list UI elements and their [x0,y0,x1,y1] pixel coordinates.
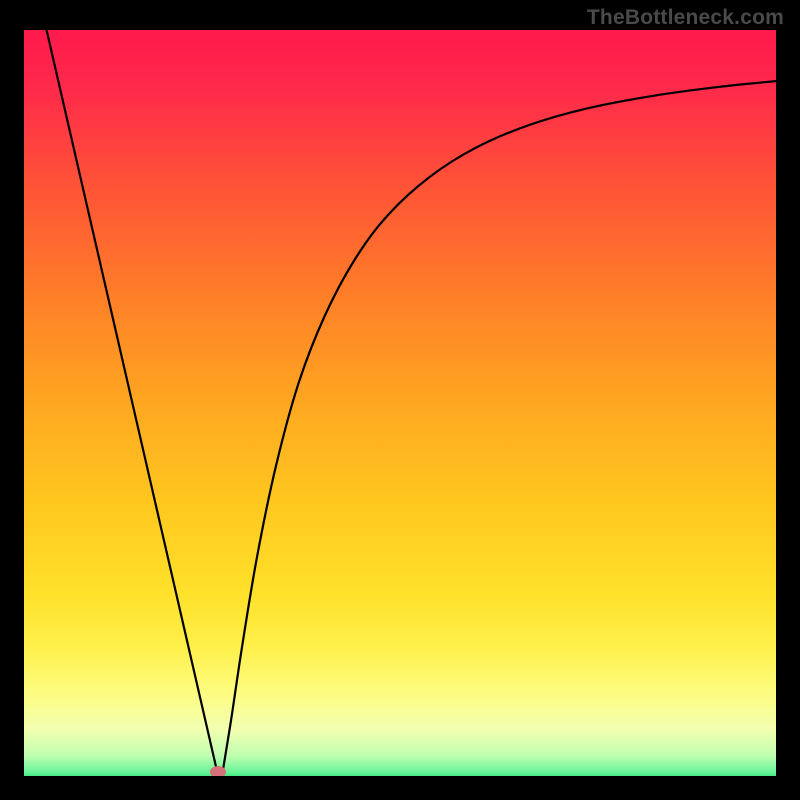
minimum-marker [210,766,226,776]
curve-layer [24,30,776,776]
plot-area [24,30,776,776]
attribution-label: TheBottleneck.com [587,6,784,30]
curve-right-branch [221,81,776,776]
curve-left-branch [47,30,220,776]
chart-frame: TheBottleneck.com [0,0,800,800]
